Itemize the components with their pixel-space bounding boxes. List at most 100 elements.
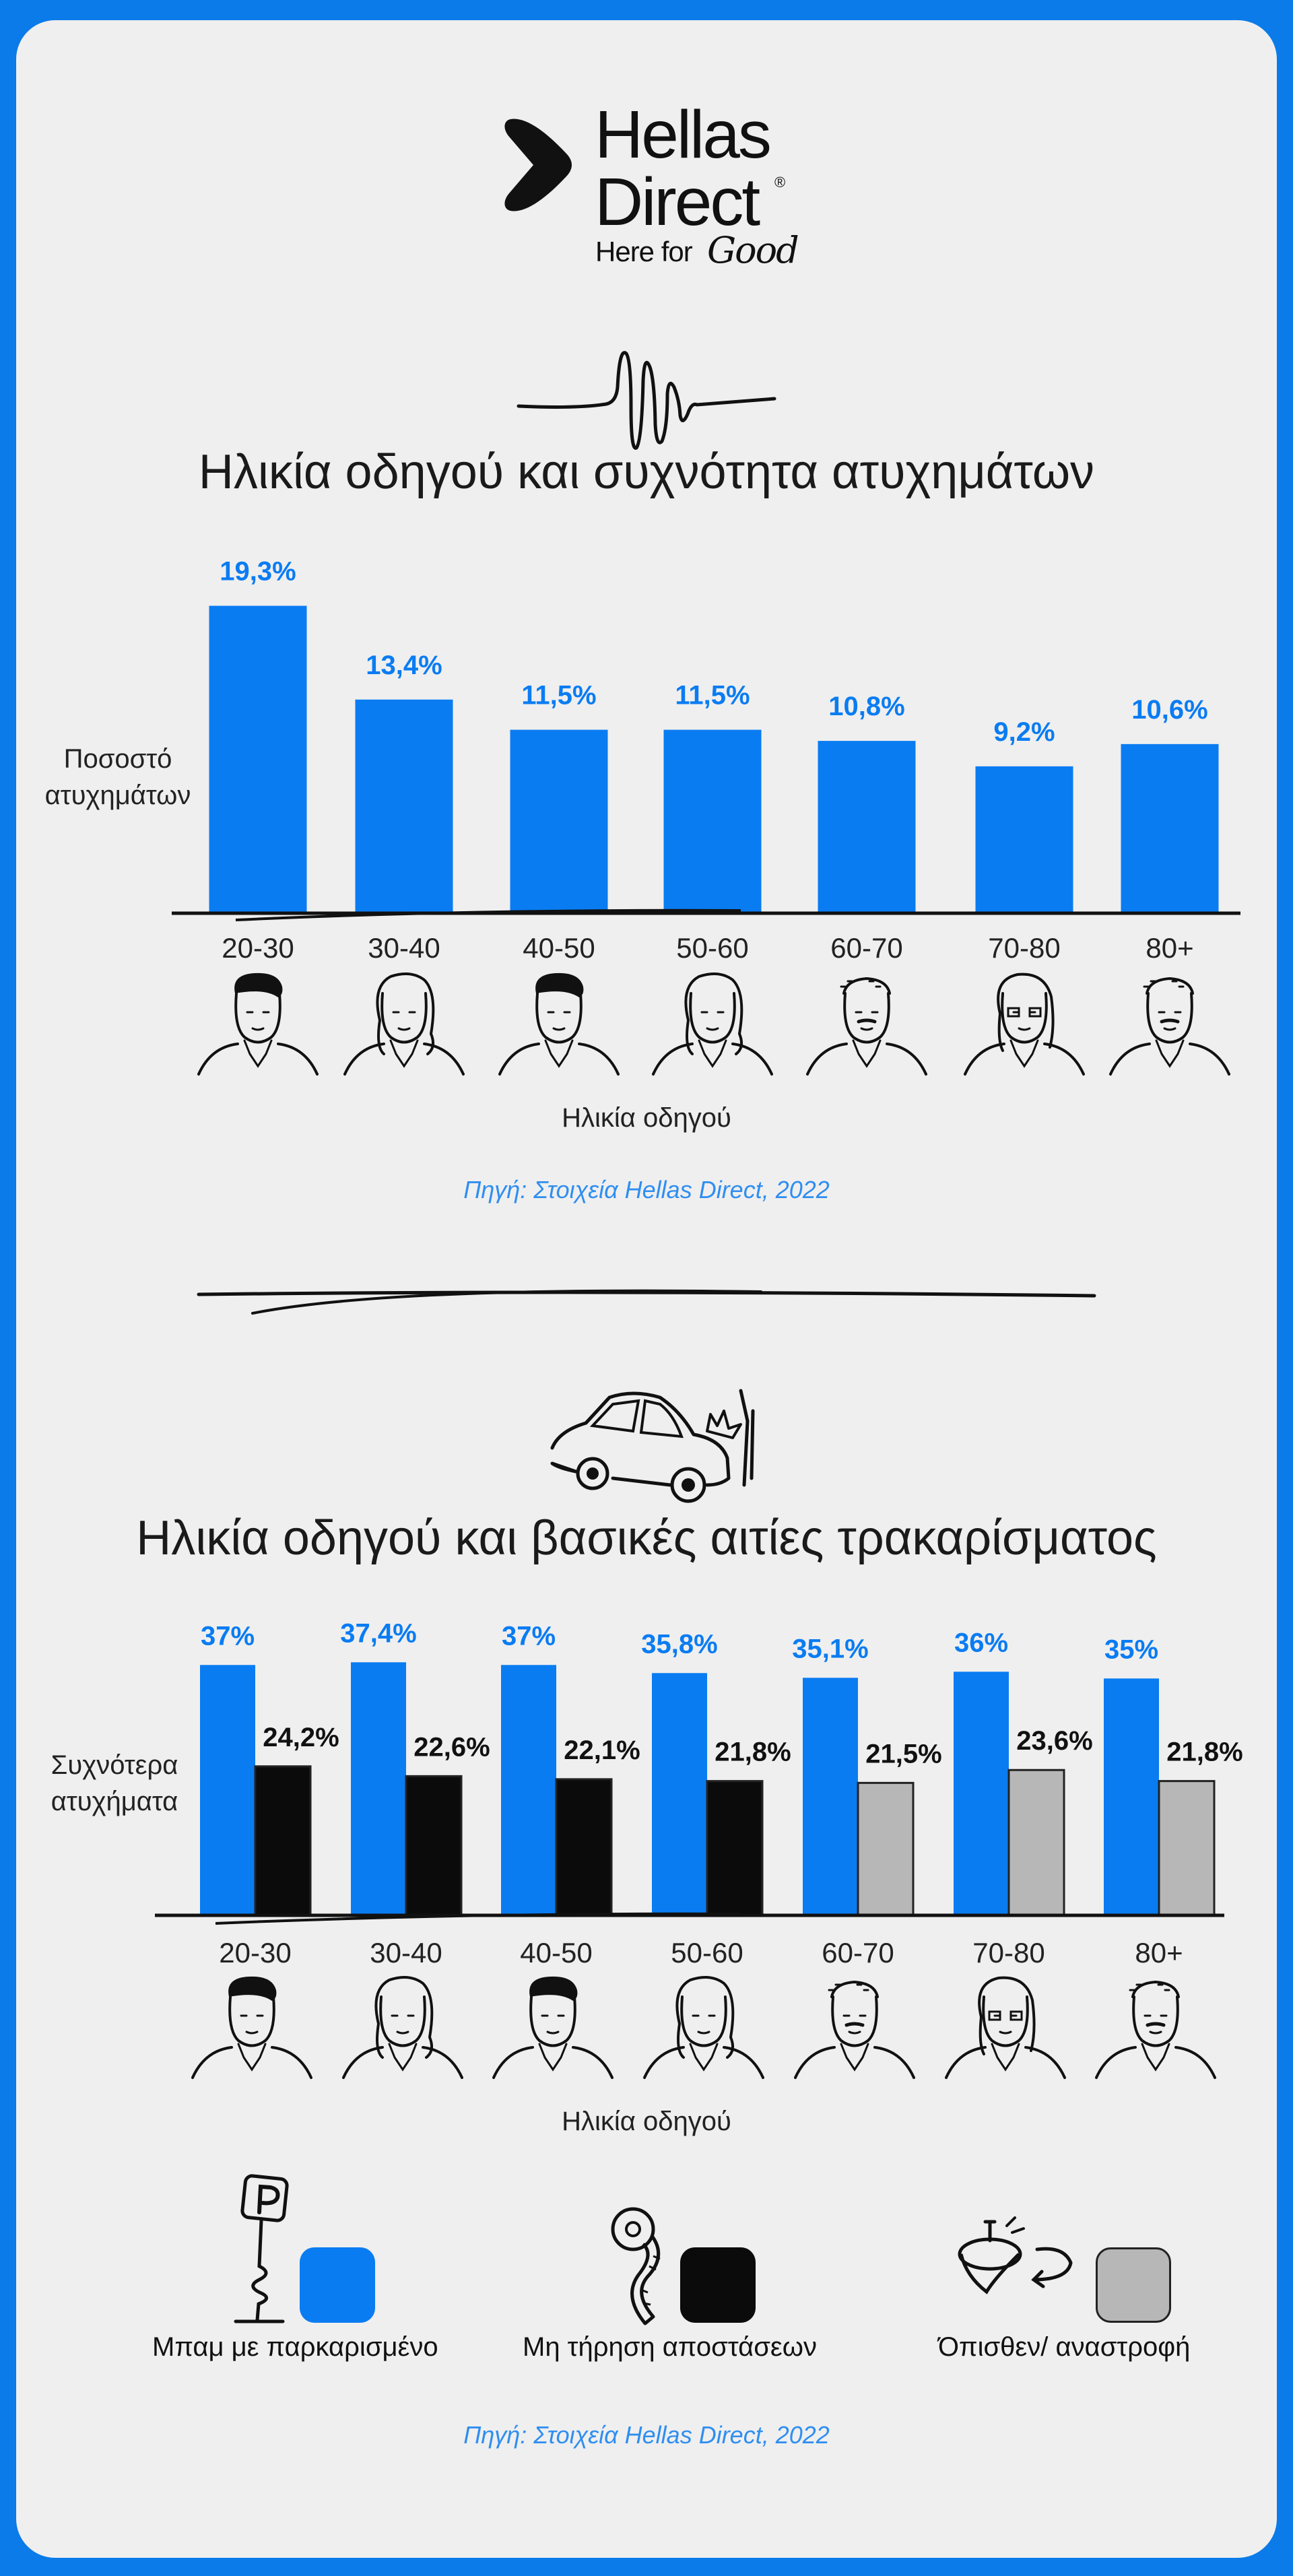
chart-2-bar-parked-80+ [1104, 1678, 1159, 1915]
chart-2-bar-parked-60-70 [803, 1678, 858, 1915]
chart-2-axis-stroke [215, 1912, 741, 1925]
spinning-top-icon [958, 2216, 1073, 2294]
chart-1-x-tick-label: 60-70 [830, 932, 902, 964]
chart-1-x-tick-label: 40-50 [523, 932, 595, 964]
chart-2-value-label-parked: 37% [201, 1621, 255, 1651]
hellas-direct-logo-icon [504, 119, 572, 211]
driver-face-icon [492, 1976, 614, 2079]
chart-1-value-label: 9,2% [993, 717, 1055, 747]
driver-face-icon [794, 1980, 915, 2079]
legend-label-reversing: Όπισθεν/ αναστροφή [938, 2332, 1191, 2362]
driver-face-icon [945, 1976, 1066, 2079]
chart-2-bar-reversing-80+ [1158, 1780, 1216, 1916]
chart-2-value-label-parked: 35,8% [641, 1629, 717, 1659]
brand-tagline: Here for [595, 236, 693, 267]
chart-1-value-label: 13,4% [366, 651, 442, 680]
chart-2-y-axis-label: Συχνότερα ατυχήματα [51, 1750, 178, 1816]
chart-2-value-label-parked: 35% [1104, 1634, 1158, 1664]
chart-2-title: Ηλικία οδηγού και βασικές αιτίες τρακαρί… [136, 1511, 1157, 1565]
chart-1-bar-40-50 [510, 729, 608, 913]
legend-swatch-reversing [1096, 2247, 1171, 2323]
brand-tagline-script: Good [707, 229, 799, 271]
chart-2-bar-reversing-70-80 [1007, 1769, 1065, 1916]
chart-2-bar-distance-30-40 [405, 1775, 463, 1916]
chart-1-value-label: 11,5% [675, 681, 750, 711]
chart-1-axis-stroke [235, 909, 741, 921]
chart-2-bar-parked-40-50 [501, 1665, 556, 1915]
chart-2-bar-reversing-60-70 [857, 1781, 915, 1916]
infographic-card: Hellas Direct ® Here for Good Ηλικία οδη… [16, 20, 1277, 2558]
chart-2-x-tick-label: 20-30 [219, 1937, 291, 1969]
chart-1-x-axis-label: Ηλικία οδηγού [562, 1103, 731, 1133]
chart-2-plot: 37% 24,2% 20-30 37,4% 22,6% 30-40 37% 22,1% 40-5… [155, 1618, 1243, 2079]
chart-2-source: Πηγή: Στοιχεία Hellas Direct, 2022 [463, 2421, 830, 2449]
chart-2-bar-distance-40-50 [555, 1778, 613, 1916]
driver-face-icon [1109, 977, 1230, 1076]
chart-2-value-label-distance: 22,6% [413, 1732, 490, 1762]
chart-2-x-tick-label: 30-40 [370, 1937, 442, 1969]
sound-wave-icon [517, 351, 776, 450]
chart-1-bar-80+ [1121, 744, 1219, 913]
legend-label-following-distance: Μη τήρηση αποστάσεων [523, 2332, 817, 2362]
chart-2-x-tick-label: 80+ [1135, 1937, 1183, 1969]
chart-1-bar-70-80 [975, 766, 1073, 913]
brand-name: Hellas Direct [595, 97, 772, 240]
chart-2-value-label-reversing: 23,6% [1016, 1726, 1092, 1756]
chart-2-value-label-parked: 36% [954, 1628, 1008, 1657]
chart-2-value-label-distance: 24,2% [263, 1723, 339, 1752]
driver-face-icon [191, 1976, 312, 2079]
chart-2-value-label-parked: 37% [502, 1621, 556, 1651]
chart-2-x-tick-label: 40-50 [520, 1937, 592, 1969]
chart-2-bar-parked-20-30 [200, 1665, 255, 1915]
driver-face-icon [652, 972, 773, 1076]
chart-1-x-tick-label: 80+ [1146, 932, 1193, 964]
driver-face-icon [343, 972, 465, 1076]
chart-1-source: Πηγή: Στοιχεία Hellas Direct, 2022 [463, 1176, 830, 1203]
driver-face-icon [498, 972, 620, 1076]
chart-1-value-label: 10,6% [1131, 695, 1207, 725]
chart-1-x-tick-label: 30-40 [368, 932, 440, 964]
chart-1-bar-60-70 [818, 741, 916, 913]
chart-1-value-label: 11,5% [521, 681, 596, 711]
chart-1-title: Ηλικία οδηγού και συχνότητα ατυχημάτων [198, 445, 1095, 499]
chart-1-value-label: 10,8% [828, 692, 904, 721]
chart-2-x-tick-label: 50-60 [671, 1937, 743, 1969]
chart-2-value-label-reversing: 21,8% [1166, 1738, 1242, 1767]
infographic-canvas: Hellas Direct ® Here for Good Ηλικία οδη… [16, 20, 1277, 2558]
car-crash-icon [550, 1389, 755, 1503]
chart-1-plot: 19,3% 20-30 13,4% 30-40 11,5% 40-50 11,5% 50-60… [172, 557, 1240, 1076]
chart-2-bar-parked-70-80 [954, 1672, 1009, 1915]
chart-1-bar-50-60 [663, 729, 762, 913]
chart-1-x-tick-label: 70-80 [988, 932, 1060, 964]
driver-face-icon [1095, 1980, 1216, 2079]
chart-2-value-label-distance: 22,1% [564, 1736, 640, 1765]
chart-2-value-label-parked: 37,4% [340, 1618, 416, 1648]
chart-1-bar-30-40 [355, 699, 453, 913]
chart-2-x-axis-label: Ηλικία οδηγού [562, 2107, 731, 2136]
chart-2-bar-distance-50-60 [706, 1780, 764, 1916]
legend-swatch-following-distance [680, 2247, 756, 2323]
brand-registered-mark: ® [774, 174, 786, 191]
legend-swatch-parked-collision [300, 2247, 375, 2323]
chart-2-value-label-distance: 21,8% [715, 1738, 791, 1767]
chart-2-value-label-parked: 35,1% [792, 1634, 868, 1663]
parking-sign-icon [234, 2174, 289, 2323]
driver-face-icon [964, 972, 1085, 1076]
section-divider [197, 1289, 1096, 1315]
chart-1-value-label: 19,3% [220, 557, 296, 587]
measuring-tape-icon [611, 2207, 661, 2325]
driver-face-icon [806, 977, 927, 1076]
chart-2-bar-parked-50-60 [652, 1673, 707, 1915]
chart-1-y-axis-label: Ποσοστό ατυχημάτων [44, 744, 191, 810]
chart-2-value-label-reversing: 21,5% [865, 1739, 941, 1769]
chart-2-bar-distance-20-30 [254, 1765, 312, 1916]
chart-1-x-tick-label: 20-30 [222, 932, 294, 964]
chart-2-x-tick-label: 70-80 [972, 1937, 1045, 1969]
driver-face-icon [643, 1976, 764, 2079]
chart-2-x-tick-label: 60-70 [822, 1937, 894, 1969]
driver-face-icon [342, 1976, 463, 2079]
chart-1-bar-20-30 [209, 605, 307, 913]
legend-label-parked-collision: Μπαμ με παρκαρισμένο [152, 2332, 438, 2362]
chart-2-bar-parked-30-40 [351, 1662, 406, 1915]
driver-face-icon [197, 972, 319, 1076]
